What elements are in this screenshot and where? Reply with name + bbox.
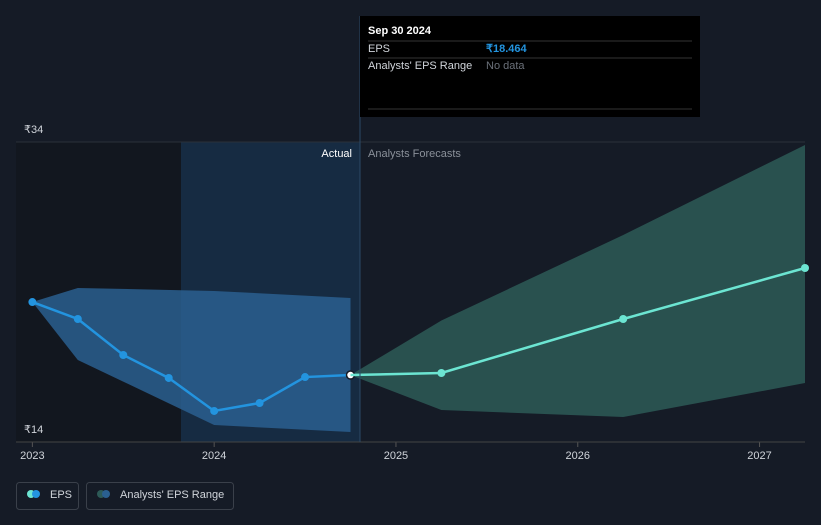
x-tick-label: 2026 <box>566 450 590 462</box>
eps-line <box>350 266 806 377</box>
eps-point <box>73 315 82 323</box>
tooltip-label: EPS <box>368 43 390 55</box>
eps-point <box>619 315 628 323</box>
tooltip <box>360 16 700 117</box>
eps-point <box>164 373 173 382</box>
eps-point <box>210 406 219 415</box>
x-tick-label: 2024 <box>202 450 226 462</box>
x-tick-label: 2027 <box>747 450 771 462</box>
forecast-label: Analysts Forecasts <box>368 148 461 160</box>
legend-item[interactable] <box>16 482 79 510</box>
eps-point <box>437 369 446 377</box>
actual-label: Actual <box>321 148 352 160</box>
tooltip-range-label: Analysts' EPS Range <box>368 60 472 72</box>
legend-swatch <box>102 490 110 498</box>
y-tick-label: ₹34 <box>24 124 43 136</box>
eps-point <box>119 351 128 359</box>
tooltip-date: Sep 30 2024 <box>368 25 432 37</box>
x-tick-label: 2025 <box>384 450 408 462</box>
eps-point <box>801 264 809 272</box>
tooltip-range-value: No data <box>486 60 525 72</box>
x-tick-label: 2023 <box>20 450 44 462</box>
legend-item[interactable] <box>86 482 234 510</box>
y-tick-label: ₹14 <box>24 424 43 436</box>
legend-swatch <box>32 490 40 498</box>
eps-point <box>301 373 310 382</box>
tooltip-value: ₹18.464 <box>486 43 528 55</box>
legend-label: Analysts' EPS Range <box>120 489 224 501</box>
legend-label: EPS <box>50 489 72 501</box>
range-area <box>350 145 805 417</box>
eps-point <box>255 399 264 407</box>
eps-line <box>31 300 351 413</box>
eps-point <box>28 298 37 307</box>
